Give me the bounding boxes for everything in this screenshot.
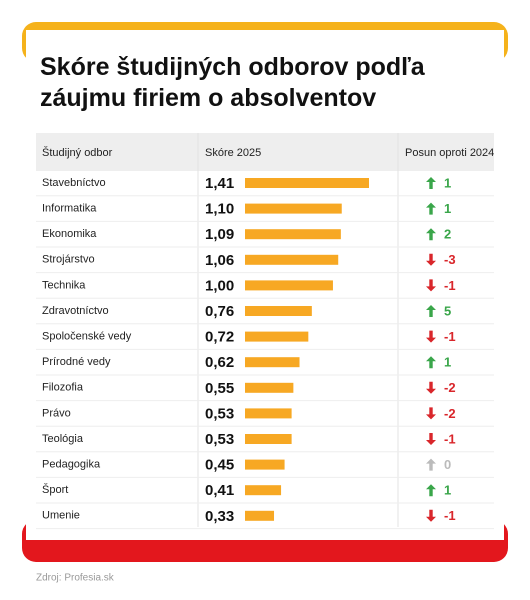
change-arrow (426, 228, 436, 241)
category-label: Informatika (42, 203, 97, 215)
change-label: 2 (444, 227, 451, 242)
category-label: Pedagogika (42, 459, 101, 471)
bar (245, 357, 300, 368)
value-label: 1,06 (205, 252, 234, 269)
bar (245, 331, 309, 342)
value-label: 0,41 (205, 482, 234, 499)
change-label: -1 (444, 508, 456, 523)
change-arrow (426, 509, 436, 522)
bar (245, 434, 292, 444)
change-label: -1 (444, 329, 456, 344)
change-arrow (426, 305, 436, 317)
change-label: 0 (444, 457, 451, 472)
bar (245, 459, 285, 470)
category-label: Filozofia (42, 382, 84, 394)
change-arrow (426, 330, 436, 343)
change-arrow (426, 177, 436, 189)
value-label: 0,72 (205, 329, 234, 346)
category-label: Šport (42, 483, 68, 496)
header-row (36, 133, 494, 171)
bar (245, 408, 292, 419)
bar (245, 280, 333, 291)
category-label: Ekonomika (42, 228, 97, 240)
change-label: -2 (444, 380, 456, 395)
bar (245, 229, 341, 240)
change-arrow (426, 433, 436, 445)
value-label: 0,62 (205, 354, 234, 371)
change-arrow (426, 202, 436, 215)
change-arrow (426, 253, 436, 266)
column-header: Posun oproti 2024 (405, 147, 494, 159)
change-label: -3 (444, 252, 456, 267)
bar (245, 306, 312, 316)
change-label: 5 (444, 303, 451, 318)
value-label: 0,55 (205, 380, 234, 397)
category-label: Teológia (42, 433, 84, 445)
category-label: Právo (42, 407, 71, 419)
change-arrow (426, 484, 436, 497)
value-label: 1,09 (205, 226, 234, 243)
value-label: 0,53 (205, 405, 234, 422)
category-label: Umenie (42, 510, 80, 522)
value-label: 0,33 (205, 508, 234, 525)
chart-title: Skóre študijných odborov podľa záujmu fi… (40, 53, 425, 112)
bar (245, 254, 339, 265)
value-label: 0,45 (205, 457, 234, 474)
category-label: Stavebníctvo (42, 177, 106, 189)
value-label: 0,76 (205, 303, 234, 320)
category-label: Prírodné vedy (42, 356, 111, 368)
change-label: -1 (444, 278, 456, 293)
change-arrow (426, 381, 436, 394)
change-label: 1 (444, 175, 451, 190)
bar (245, 510, 275, 521)
card (26, 30, 504, 530)
value-label: 1,00 (205, 277, 234, 294)
change-label: -1 (444, 431, 456, 446)
category-label: Zdravotníctvo (42, 305, 109, 317)
change-arrow (426, 458, 436, 471)
category-label: Spoločenské vedy (42, 331, 132, 343)
category-label: Strojárstvo (42, 254, 95, 266)
column-header: Študijný odbor (42, 146, 113, 159)
bar (245, 203, 342, 214)
bar (245, 485, 282, 496)
change-arrow (426, 356, 436, 369)
change-arrow (426, 279, 436, 292)
bar (245, 382, 294, 393)
column-header: Skóre 2025 (205, 147, 261, 159)
change-label: 1 (444, 483, 451, 498)
value-label: 1,10 (205, 201, 234, 218)
change-arrow (426, 407, 436, 420)
change-label: 1 (444, 355, 451, 370)
bar (245, 178, 369, 188)
value-label: 0,53 (205, 431, 234, 448)
source: Zdroj: Profesia.sk (36, 573, 115, 584)
change-label: -2 (444, 406, 456, 421)
category-label: Technika (42, 279, 86, 291)
value-label: 1,41 (205, 175, 234, 192)
change-label: 1 (444, 201, 451, 216)
